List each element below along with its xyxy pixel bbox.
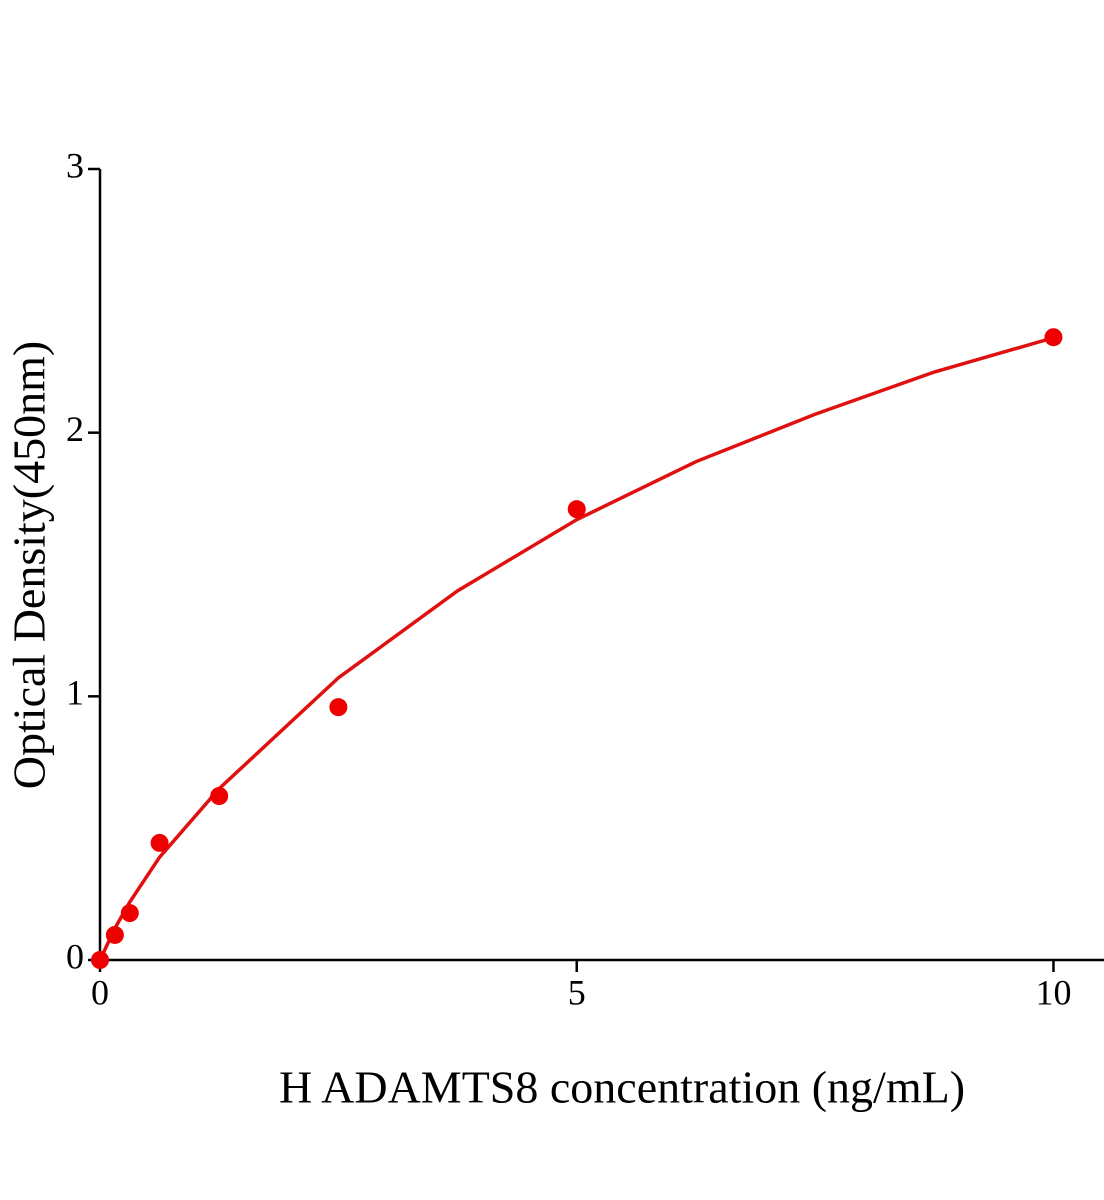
data-point [210,786,229,805]
x-tick-label: 10 [1035,972,1071,1012]
y-tick-label: 3 [66,145,84,185]
x-tick-label: 5 [568,972,586,1012]
data-point [105,925,124,944]
y-tick-label: 2 [66,409,84,449]
data-point [567,500,586,519]
x-tick-label: 0 [91,972,109,1012]
fit-curve [98,336,1054,961]
y-tick-label: 0 [66,936,84,976]
data-point [91,951,109,969]
data-point [150,833,169,852]
data-point [329,698,348,717]
data-point [1044,328,1063,347]
x-axis-title: H ADAMTS8 concentration (ng/mL) [279,1062,965,1113]
data-point [120,904,139,923]
y-axis-title: Optical Density(450nm) [4,341,55,789]
y-tick-label: 1 [66,673,84,713]
